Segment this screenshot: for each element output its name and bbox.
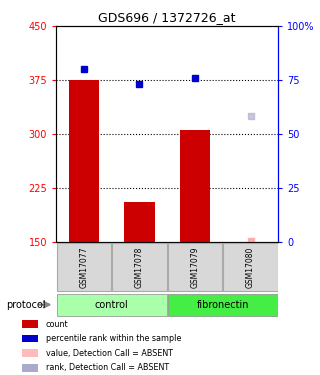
Bar — [168, 294, 278, 316]
Text: GSM17078: GSM17078 — [135, 246, 144, 288]
Bar — [223, 243, 278, 291]
Text: rank, Detection Call = ABSENT: rank, Detection Call = ABSENT — [46, 363, 169, 372]
Bar — [22, 364, 38, 372]
Bar — [68, 80, 99, 242]
Text: percentile rank within the sample: percentile rank within the sample — [46, 334, 181, 343]
Text: count: count — [46, 320, 68, 328]
Text: GSM17077: GSM17077 — [79, 246, 88, 288]
Bar — [22, 335, 38, 342]
Bar — [22, 320, 38, 328]
Text: value, Detection Call = ABSENT: value, Detection Call = ABSENT — [46, 349, 173, 358]
Text: GSM17080: GSM17080 — [246, 246, 255, 288]
Bar — [168, 243, 222, 291]
Bar — [22, 350, 38, 357]
Bar — [57, 243, 111, 291]
Text: GSM17079: GSM17079 — [190, 246, 199, 288]
Bar — [112, 243, 167, 291]
Bar — [180, 130, 210, 242]
Text: fibronectin: fibronectin — [196, 300, 249, 310]
Text: protocol: protocol — [6, 300, 46, 310]
Bar — [57, 294, 167, 316]
Title: GDS696 / 1372726_at: GDS696 / 1372726_at — [99, 11, 236, 24]
Text: control: control — [95, 300, 128, 310]
Bar — [124, 202, 155, 242]
